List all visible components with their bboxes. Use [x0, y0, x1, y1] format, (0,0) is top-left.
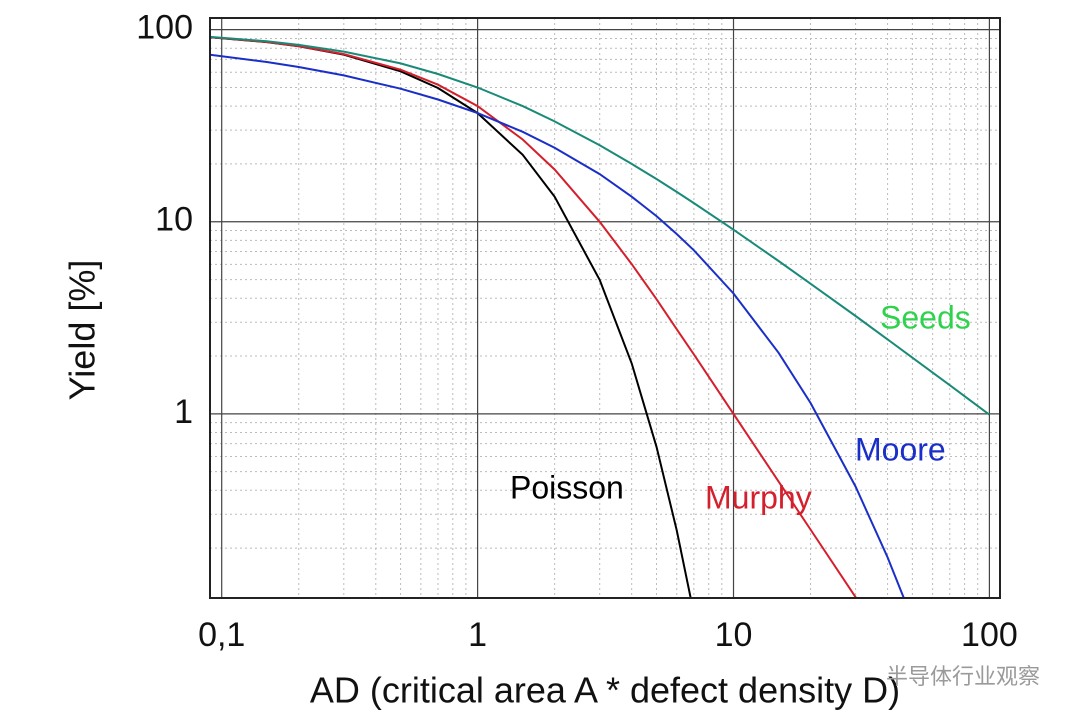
- x-tick-label: 100: [961, 616, 1018, 654]
- series-line: [210, 36, 858, 598]
- y-axis-title: Yield [%]: [62, 260, 103, 401]
- labels: 0,1 1 10 100 1 10 100 Poisson Murphy Moore Seeds: [136, 9, 1018, 654]
- grid: [210, 18, 1000, 598]
- x-tick-label: 10: [715, 616, 753, 654]
- y-tick-label: 10: [155, 201, 193, 239]
- series-label: Seeds: [880, 299, 971, 335]
- x-axis-title: AD (critical area A * defect density D): [310, 670, 900, 711]
- series-label: Murphy: [705, 479, 812, 515]
- y-tick-label: 100: [136, 9, 193, 47]
- series-line: [210, 35, 990, 416]
- x-tick-label: 0,1: [198, 616, 245, 654]
- x-tick-label: 1: [468, 616, 487, 654]
- series-line: [210, 53, 905, 598]
- plot-frame: [209, 17, 1001, 599]
- y-tick-label: 1: [174, 393, 193, 431]
- plot-lines: [210, 35, 990, 598]
- series-label: Moore: [855, 431, 946, 467]
- watermark: 半导体行业观察: [886, 664, 1040, 689]
- series-label: Poisson: [510, 469, 624, 505]
